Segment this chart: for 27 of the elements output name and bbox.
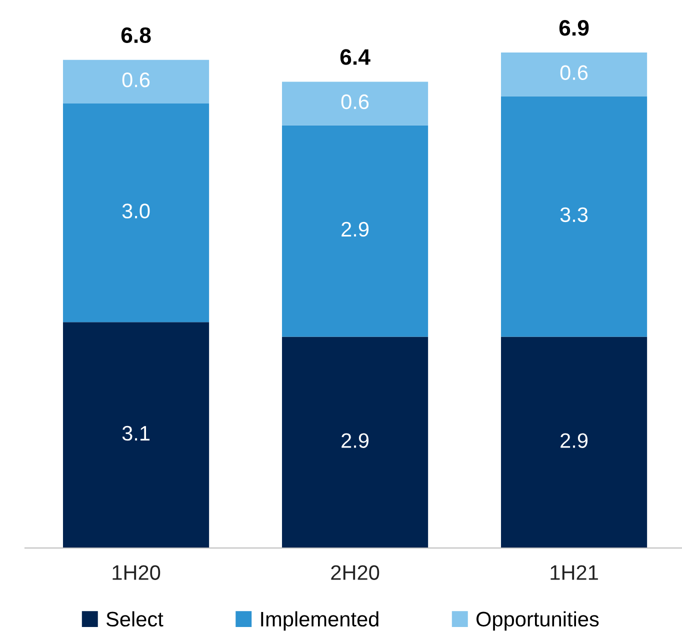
total-label: 6.4 — [340, 49, 370, 65]
bar — [500, 96, 648, 337]
data-label: 3.0 — [122, 204, 150, 218]
bar — [282, 82, 428, 126]
bar — [282, 125, 428, 337]
bar — [282, 336, 428, 548]
data-label: 0.6 — [560, 65, 588, 80]
bar — [62, 60, 210, 104]
total-label: 6.8 — [121, 27, 151, 44]
bar — [500, 52, 648, 96]
x-tick-label: 1H21 — [550, 565, 598, 580]
bar — [62, 322, 210, 548]
data-label: 2.9 — [342, 433, 369, 448]
data-label: 2.9 — [560, 433, 588, 448]
x-tick-label: 1H20 — [112, 565, 160, 580]
legend-label: Opportunities — [476, 611, 599, 631]
data-label: 0.6 — [341, 94, 369, 110]
bar — [500, 336, 648, 548]
legend-label: Implemented — [261, 611, 378, 631]
legend-label: Select — [106, 611, 164, 627]
data-label: 0.6 — [122, 72, 150, 88]
total-label: 6.9 — [559, 20, 589, 36]
data-label: 3.3 — [560, 207, 588, 222]
x-tick-label: 2H20 — [331, 565, 380, 580]
data-label: 2.9 — [342, 222, 369, 237]
data-label: 3.1 — [122, 426, 150, 441]
bar — [62, 104, 210, 322]
